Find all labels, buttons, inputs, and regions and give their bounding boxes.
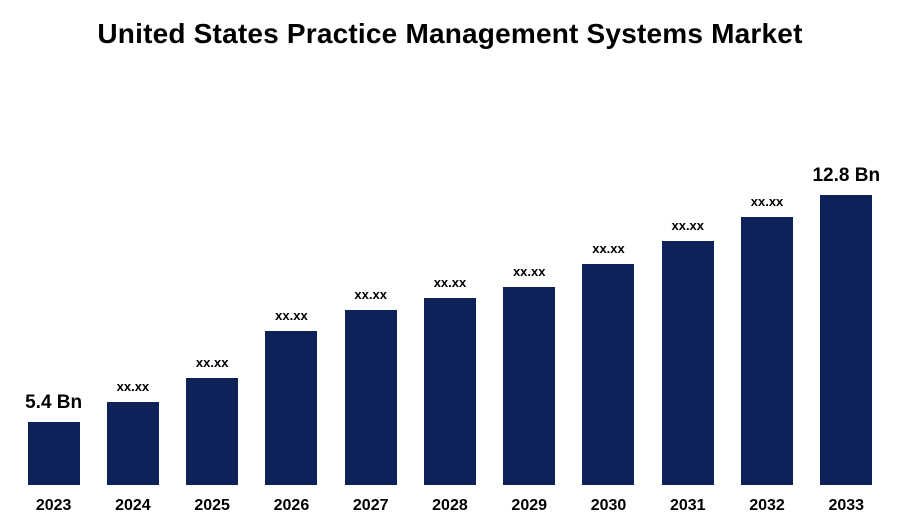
bar-column-2031: xx.xx 2031 [648, 40, 727, 515]
bar-value-label: 5.4 Bn [25, 392, 83, 413]
x-axis-label-2027: 2027 [352, 497, 389, 514]
bar-2030 [582, 264, 635, 485]
bar-2027 [344, 310, 397, 485]
chart-title: United States Practice Management System… [97, 18, 803, 49]
bar-2023 [27, 422, 80, 485]
bar-value-label: xx.xx [671, 218, 705, 233]
bar-column-2029: xx.xx 2029 [490, 40, 569, 515]
bar-value-label: xx.xx [592, 241, 625, 256]
x-axis-label-2025: 2025 [194, 497, 230, 514]
bar-column-2033: 12.8 Bn 2033 [807, 40, 886, 515]
bar-value-label: xx.xx [750, 194, 784, 209]
bar-2029 [503, 287, 556, 485]
bar-2032 [741, 217, 794, 485]
bar-2026 [265, 331, 318, 485]
x-axis-label-2028: 2028 [432, 497, 468, 514]
x-axis-label-2023: 2023 [35, 497, 72, 514]
bar-value-label: 12.8 Bn [812, 165, 881, 186]
bar-value-label: xx.xx [195, 355, 229, 370]
bar-value-label: xx.xx [354, 287, 387, 302]
plot-area: 5.4 Bn 2023 xx.xx 2024 xx.xx 2025 xx.xx 2026 xx.… [14, 40, 886, 515]
bar-value-label: xx.xx [433, 275, 467, 290]
bar-2024 [106, 402, 159, 485]
bar-column-2026: xx.xx 2026 [252, 40, 331, 515]
x-axis-label-2024: 2024 [115, 497, 151, 514]
x-axis-label-2030: 2030 [590, 497, 627, 514]
bar-2033 [820, 195, 873, 485]
bar-column-2028: xx.xx 2028 [410, 40, 489, 515]
bar-value-label: xx.xx [116, 379, 150, 394]
bar-2031 [661, 241, 714, 485]
x-axis-label-2026: 2026 [273, 497, 310, 514]
bar-2025 [186, 378, 239, 485]
bar-column-2023: 5.4 Bn 2023 [14, 40, 93, 515]
x-axis-label-2029: 2029 [511, 497, 548, 514]
x-axis-label-2032: 2032 [749, 497, 785, 514]
bar-column-2025: xx.xx 2025 [173, 40, 252, 515]
bar-column-2030: xx.xx 2030 [569, 40, 648, 515]
x-axis-label-2031: 2031 [669, 497, 706, 514]
bar-column-2027: xx.xx 2027 [331, 40, 410, 515]
bar-value-label: xx.xx [275, 308, 308, 323]
bar-column-2024: xx.xx 2024 [93, 40, 172, 515]
bar-column-2032: xx.xx 2032 [727, 40, 806, 515]
x-axis-label-2033: 2033 [828, 497, 865, 514]
bar-2028 [423, 298, 476, 485]
bar-value-label: xx.xx [512, 264, 546, 279]
